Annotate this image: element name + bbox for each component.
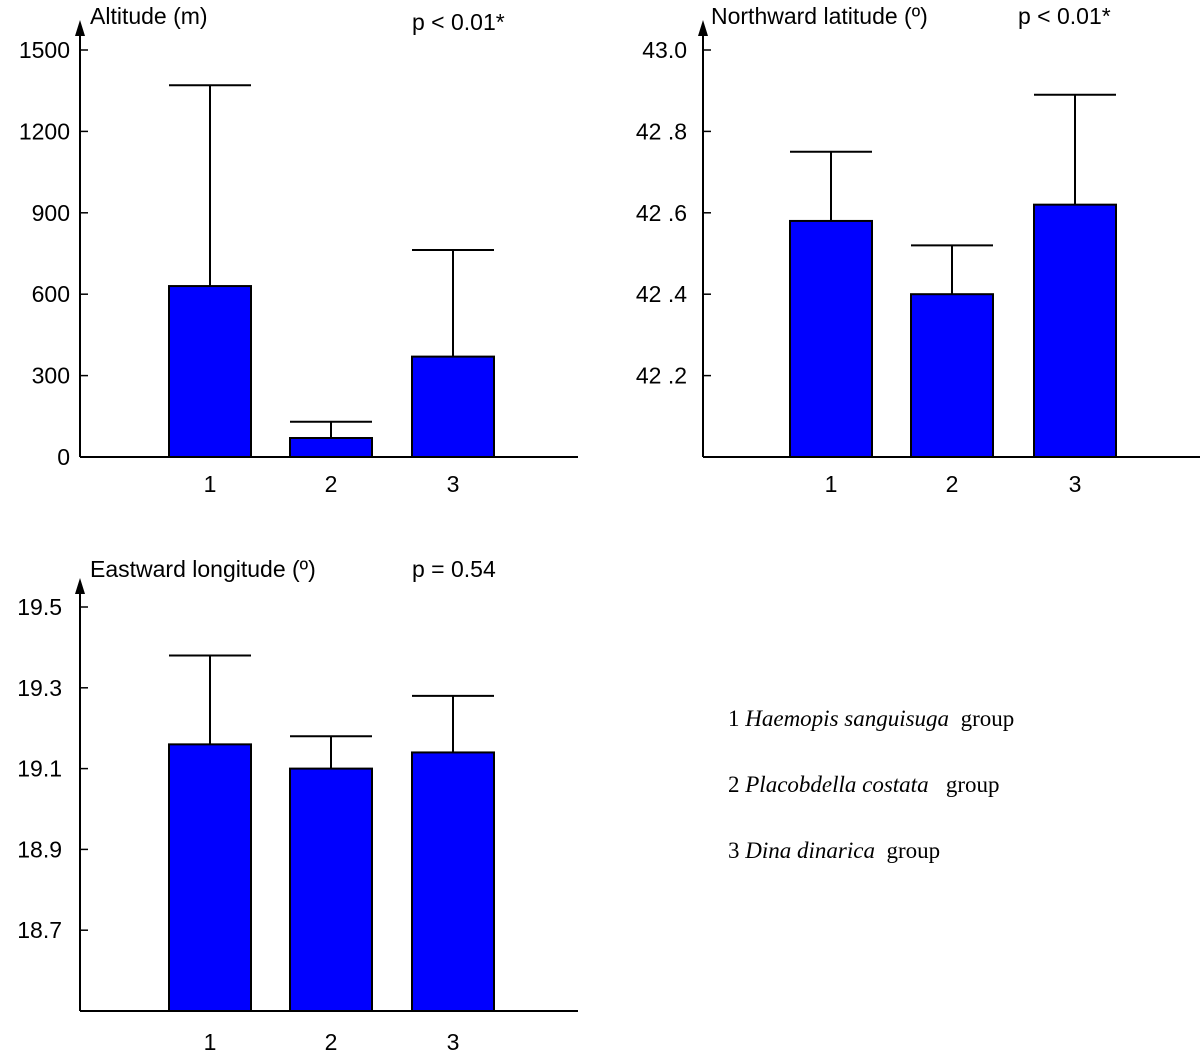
x-tick-label: 3 xyxy=(447,471,460,497)
x-tick-label: 1 xyxy=(204,1029,217,1053)
legend-species: Haemopis sanguisuga xyxy=(745,706,950,731)
y-tick-label: 18.7 xyxy=(17,917,62,943)
bar-1 xyxy=(168,285,252,458)
y-axis-arrow xyxy=(75,578,85,594)
bar-2 xyxy=(289,767,373,1012)
y-tick-label: 42 .6 xyxy=(636,200,687,226)
legend-suffix: group xyxy=(945,772,1000,797)
x-tick-label: 2 xyxy=(946,471,959,497)
legend-number: 3 xyxy=(728,838,740,863)
legend-suffix: group xyxy=(960,706,1015,731)
p-value: p < 0.01* xyxy=(1018,3,1111,29)
p-value: p = 0.54 xyxy=(412,556,496,582)
y-tick-label: 1500 xyxy=(19,37,70,63)
bar-2 xyxy=(289,437,373,458)
x-tick-label: 3 xyxy=(447,1029,460,1053)
chart-panel-1: 0 300 600 900 1200 1500 1 2 3 Altitude (m) p < 0.0… xyxy=(19,3,578,497)
y-tick-label: 42 .4 xyxy=(636,281,687,307)
y-tick-label: 600 xyxy=(32,281,70,307)
y-tick-label: 43.0 xyxy=(642,37,687,63)
y-tick-label: 0 xyxy=(57,444,70,470)
p-value: p < 0.01* xyxy=(412,9,505,35)
bar-1 xyxy=(168,743,252,1012)
x-tick-label: 2 xyxy=(325,1029,338,1053)
y-tick-label: 300 xyxy=(32,363,70,389)
chart-panel-3: 18.7 18.9 19.1 19.3 19.5 1 2 3 Eastward longitud… xyxy=(17,556,578,1053)
chart-panel-2: 42 .2 42 .4 42 .6 42 .8 43.0 1 2 3 Northward lat… xyxy=(636,3,1200,497)
bar-3 xyxy=(411,355,495,458)
bar-1 xyxy=(789,219,873,458)
x-tick-label: 3 xyxy=(1069,471,1082,497)
x-tick-label: 1 xyxy=(825,471,838,497)
x-tick-label: 2 xyxy=(325,471,338,497)
chart-title: Altitude (m) xyxy=(90,3,208,29)
y-tick-label: 42 .2 xyxy=(636,363,687,389)
legend-suffix: group xyxy=(886,838,941,863)
legend-item-2: 2 Placobdella costata group xyxy=(728,772,1000,798)
legend-item-3: 3 Dina dinarica group xyxy=(728,838,940,864)
y-axis-arrow xyxy=(698,20,708,36)
y-axis-arrow xyxy=(75,20,85,36)
legend-number: 2 xyxy=(728,772,740,797)
legend-number: 1 xyxy=(728,706,740,731)
y-tick-label: 42 .8 xyxy=(636,118,687,144)
y-tick-label: 900 xyxy=(32,200,70,226)
y-tick-label: 18.9 xyxy=(17,836,62,862)
y-tick-label: 19.3 xyxy=(17,675,62,701)
legend-species: Dina dinarica xyxy=(745,838,875,863)
y-tick-label: 19.1 xyxy=(17,756,62,782)
chart-title: Eastward longitude (º) xyxy=(90,556,316,582)
chart-title: Northward latitude (º) xyxy=(711,3,928,29)
legend-item-1: 1 Haemopis sanguisuga group xyxy=(728,706,1014,732)
bar-3 xyxy=(1033,203,1117,458)
y-tick-label: 19.5 xyxy=(17,594,62,620)
x-tick-label: 1 xyxy=(204,471,217,497)
bar-2 xyxy=(910,293,994,459)
legend-species: Placobdella costata xyxy=(745,772,929,797)
bar-3 xyxy=(411,751,495,1012)
y-tick-label: 1200 xyxy=(19,118,70,144)
